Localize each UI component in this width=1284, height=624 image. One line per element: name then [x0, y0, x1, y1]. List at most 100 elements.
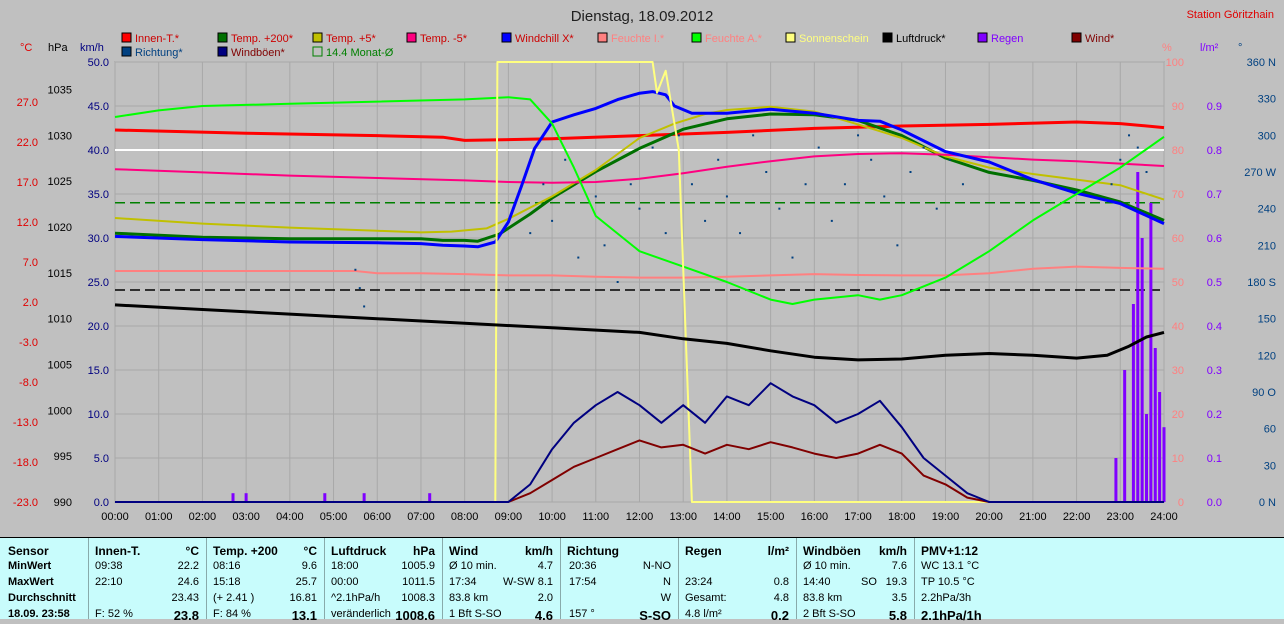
legend-label: Sonnenschein — [799, 33, 869, 45]
stats-cell: 83.8 km — [449, 592, 489, 604]
legend-swatch — [121, 32, 132, 43]
wind-tick-label: 35.0 — [88, 189, 109, 201]
stats-cell: 16.81 — [289, 592, 317, 604]
stats-unit: °C — [185, 544, 199, 558]
axis-unit-labels: °C hPa km/h % l/m² ° — [20, 42, 1242, 54]
legend-swatch — [121, 46, 132, 57]
direction-point — [690, 183, 693, 186]
rain-bar — [428, 493, 432, 502]
stats-unit: km/h — [524, 544, 553, 558]
humidity-tick-label: 90 — [1172, 101, 1184, 113]
rain-tick-label: 0.9 — [1207, 101, 1222, 113]
wind-tick-label: 10.0 — [88, 409, 109, 421]
stats-title: PMV+1:12 — [921, 544, 979, 558]
pressure-tick-label: 1030 — [48, 130, 72, 142]
stats-unit: °C — [303, 544, 317, 558]
direction-tick-label: 150 — [1258, 314, 1276, 326]
stats-section-pmv: PMV+1:12 WC 13.1 °C TP 10.5 °C 2.2hPa/3h 2.1… — [914, 538, 1015, 623]
direction-point — [638, 207, 641, 210]
series-line-innen-t — [114, 120, 1165, 142]
legend-swatch — [785, 32, 796, 43]
legend-swatch — [406, 32, 417, 43]
direction-point — [1128, 134, 1131, 137]
temp-tick-label: 12.0 — [17, 217, 38, 229]
x-tick-label: 11:00 — [582, 511, 609, 523]
legend-swatch — [1071, 32, 1082, 43]
wind-tick-label: 40.0 — [88, 145, 109, 157]
direction-point — [857, 134, 860, 137]
direction-point — [843, 183, 846, 186]
stats-row: 2 Bft S-SO 5.8 — [797, 608, 915, 624]
rain-bar — [1149, 202, 1153, 503]
legend-label: Wind* — [1085, 33, 1115, 45]
series-line-temp-200 — [114, 112, 1165, 243]
stats-cell: N — [663, 576, 671, 588]
station-name: Station Göritzhain — [1187, 9, 1274, 21]
stats-section-boeen: Windböen km/h Ø 10 min. 7.6 14:40 SO 19.3 83.8 … — [796, 538, 915, 623]
legend-swatch — [501, 32, 512, 43]
stats-cell: 23:24 — [685, 576, 713, 588]
x-tick-label: 21:00 — [1019, 511, 1047, 523]
direction-tick-label: 60 — [1264, 424, 1276, 436]
direction-point — [896, 244, 899, 247]
series-line-feuchte-i — [115, 265, 1165, 279]
stats-row: MaxWert — [0, 576, 88, 592]
direction-point — [363, 305, 366, 308]
pressure-tick-label: 1025 — [48, 176, 72, 188]
direction-point — [629, 183, 632, 186]
axis-ticks: 00:00 01:00 02:00 03:00 04:00 05:00 06:00 07:00… — [13, 57, 1277, 523]
stats-row: F: 52 % 23.8 — [89, 608, 207, 624]
temp-tick-label: 22.0 — [17, 137, 38, 149]
legend-label: Richtung* — [135, 47, 183, 59]
direction-point — [778, 207, 781, 210]
direction-point — [1119, 158, 1122, 161]
stats-section-richtung: Richtung 20:36 N-NO 17:54 N W 157 ° S-SO — [560, 538, 679, 623]
direction-point — [883, 195, 886, 198]
rain-bar — [244, 493, 248, 502]
stats-cell: 23.8 — [173, 608, 199, 623]
stats-row: 2.2hPa/3h — [915, 592, 1015, 608]
direction-point — [1145, 171, 1148, 173]
stats-cell: F: 52 % — [95, 608, 133, 620]
direction-point — [616, 281, 619, 283]
stats-cell: W-SW — [503, 576, 535, 588]
x-tick-label: 09:00 — [495, 511, 523, 523]
stats-row: Gesamt: 4.8 — [679, 592, 797, 608]
stats-unit: km/h — [878, 544, 907, 558]
temp-tick-label: -3.0 — [19, 337, 38, 349]
direction-point — [791, 256, 794, 259]
stats-cell: 24.6 — [177, 576, 199, 588]
legend-label: Feuchte I.* — [611, 33, 665, 45]
x-tick-label: 12:00 — [626, 511, 654, 523]
direction-point — [765, 171, 768, 173]
stats-cell: Ø 10 min. — [803, 560, 851, 572]
rain-bar — [323, 493, 327, 502]
series-line-temp-5 — [114, 105, 1165, 234]
legend-swatch — [217, 46, 228, 57]
stats-section-sensor: Sensor MinWert MaxWert Durchschnitt 18.09. 2… — [0, 538, 88, 620]
direction-point — [725, 195, 728, 198]
x-tick-label: 01:00 — [145, 511, 173, 523]
stats-section-regen: Regen l/m² 23:24 0.8 Gesamt: 4.8 4.8 l/m² 0.2 — [678, 538, 797, 623]
stats-row: WC 13.1 °C — [915, 560, 1015, 576]
direction-point — [909, 171, 912, 173]
legend-label: Temp. +200* — [231, 33, 294, 45]
direction-point — [664, 232, 667, 235]
stats-row-label: 18.09. 23:58 — [8, 608, 70, 620]
stats-title: Sensor — [8, 544, 49, 558]
x-tick-label: 02:00 — [189, 511, 217, 523]
rain-bar — [1131, 304, 1135, 502]
stats-row: F: 84 % 13.1 — [207, 608, 325, 624]
stats-cell: 1008.6 — [395, 608, 435, 623]
stats-unit: l/m² — [767, 544, 789, 558]
humidity-unit: % — [1162, 42, 1172, 54]
temp-tick-label: 2.0 — [23, 297, 38, 309]
chart-title: Dienstag, 18.09.2012 — [571, 8, 714, 25]
direction-tick-label: 180 S — [1247, 277, 1276, 289]
series-lines — [114, 61, 1165, 503]
rain-tick-label: 0.2 — [1207, 409, 1222, 421]
stats-row: 18:00 1005.9 — [325, 560, 443, 576]
direction-tick-label: 360 N — [1247, 57, 1276, 69]
direction-point — [651, 146, 654, 149]
rain-bar — [231, 493, 235, 502]
